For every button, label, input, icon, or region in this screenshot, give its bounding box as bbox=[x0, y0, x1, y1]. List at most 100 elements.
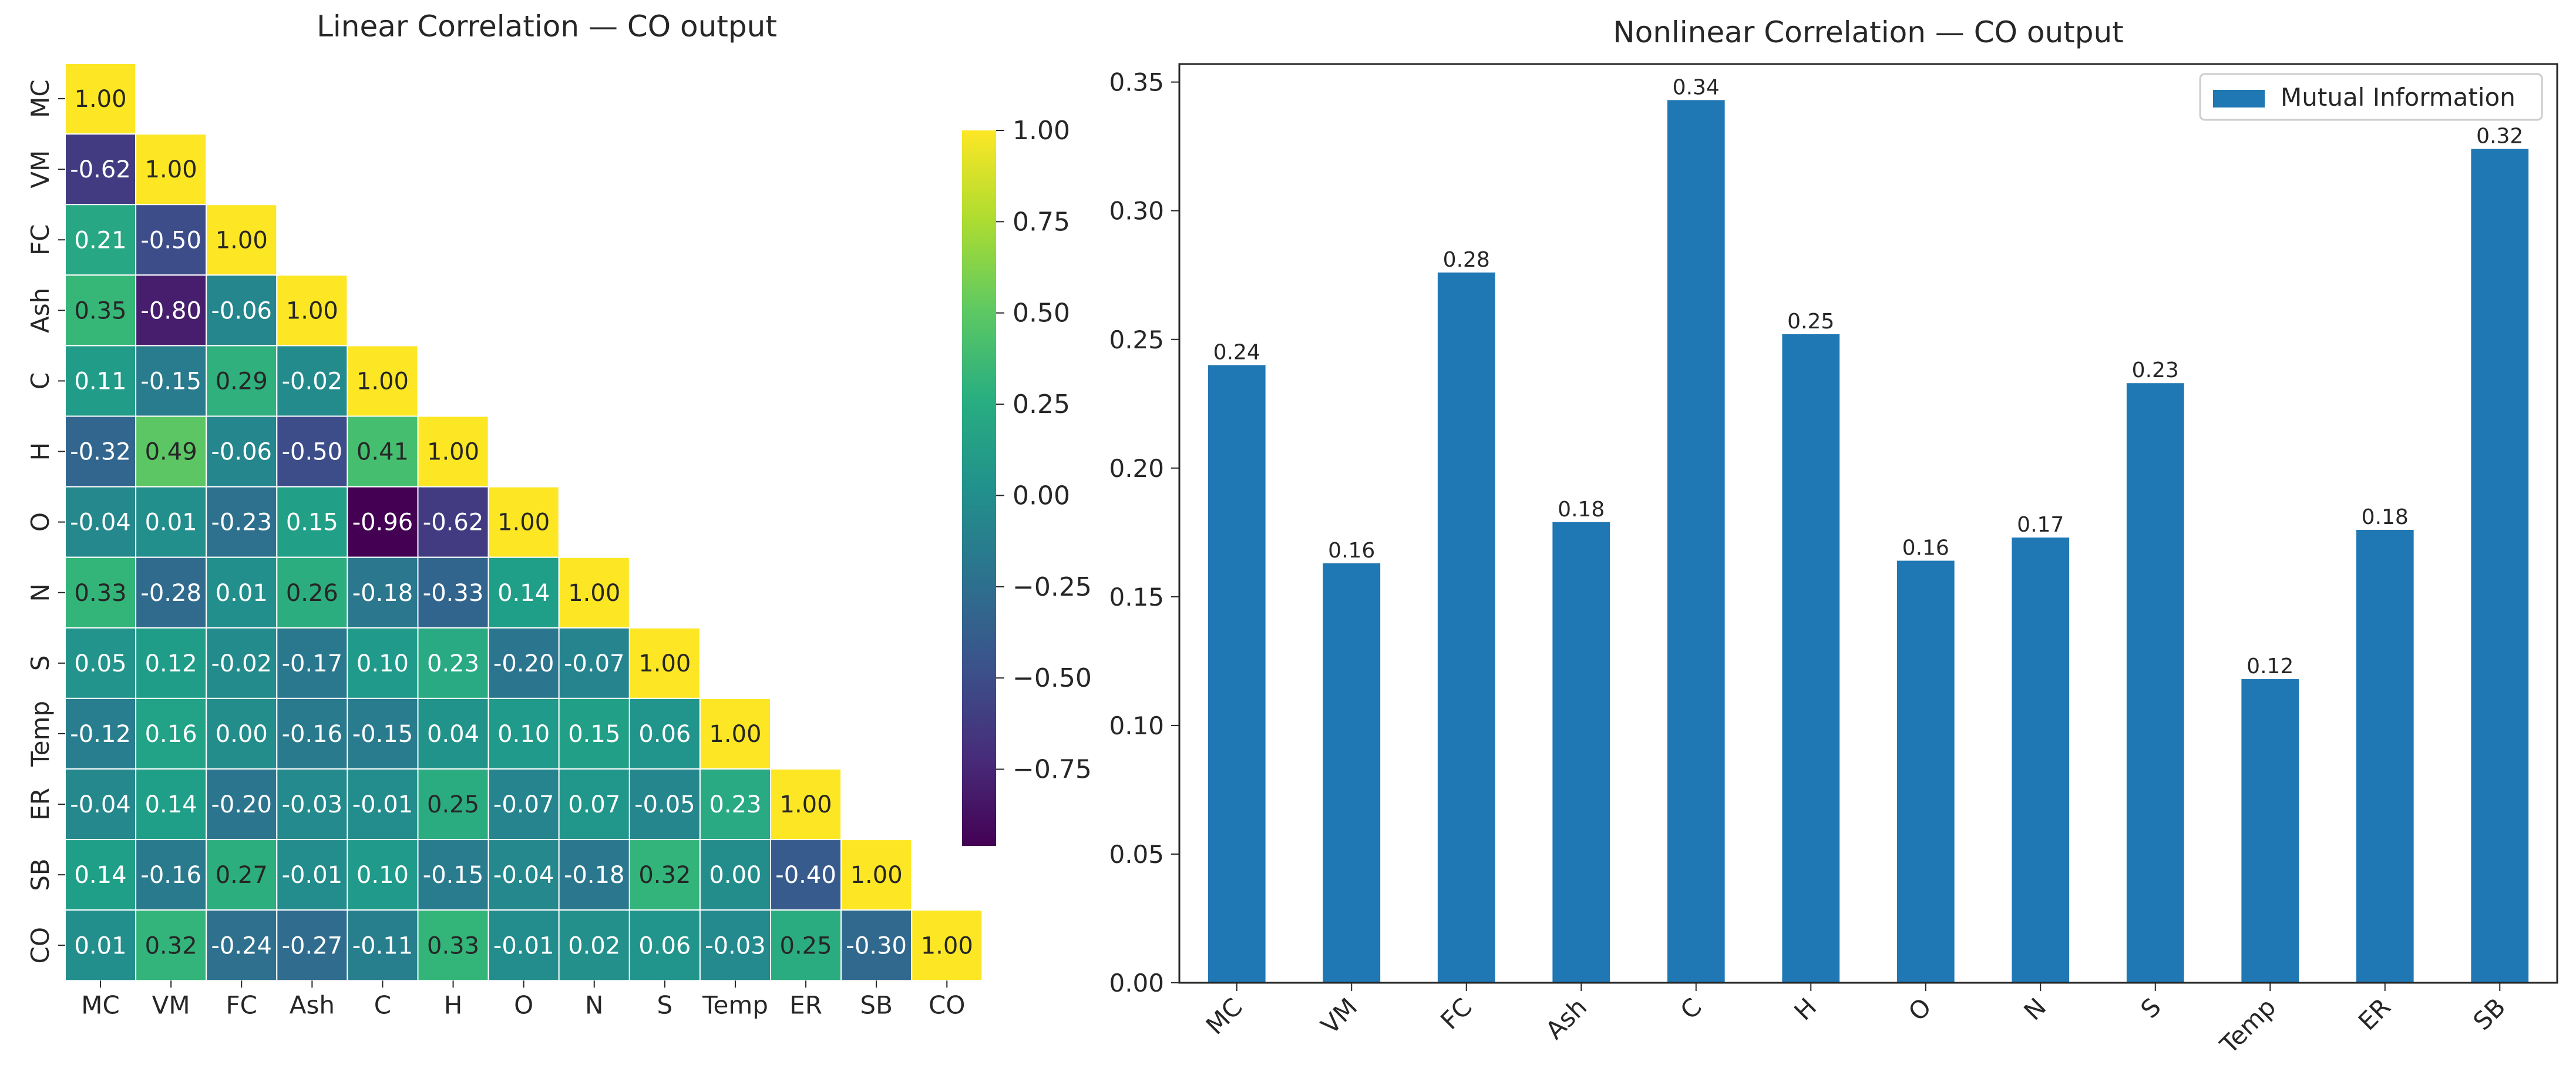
heatmap-cell bbox=[487, 486, 560, 558]
heatmap-x-tick-label: ER bbox=[789, 990, 822, 1019]
heatmap-cell bbox=[276, 839, 348, 911]
heatmap-cell bbox=[65, 697, 137, 770]
heatmap-cell bbox=[417, 627, 489, 699]
heatmap-cell-label: 0.27 bbox=[216, 862, 268, 889]
heatmap-cell-label: -0.33 bbox=[423, 580, 484, 607]
heatmap-cell-label: 0.25 bbox=[780, 932, 832, 959]
heatmap-cell-label: -0.80 bbox=[140, 297, 201, 324]
heatmap-y-tick-label: N bbox=[26, 583, 55, 602]
heatmap-cell-label: 0.26 bbox=[286, 580, 338, 607]
heatmap-cell-label: 0.14 bbox=[145, 791, 197, 818]
legend-label: Mutual Information bbox=[2281, 83, 2516, 112]
heatmap-cell bbox=[417, 486, 489, 558]
heatmap-cell-label: 0.07 bbox=[568, 791, 620, 818]
heatmap-cell bbox=[699, 839, 772, 911]
heatmap-cell bbox=[135, 133, 207, 206]
heatmap-x-tick-label: S bbox=[657, 990, 673, 1019]
heatmap-cell-label: -0.18 bbox=[352, 580, 413, 607]
heatmap-cell bbox=[276, 415, 348, 488]
bar-value-label: 0.34 bbox=[1673, 75, 1720, 99]
heatmap-y-tick-label: O bbox=[26, 512, 55, 532]
legend-swatch bbox=[2213, 90, 2265, 108]
bar-value-label: 0.24 bbox=[1213, 341, 1260, 365]
heatmap-cell bbox=[770, 768, 842, 841]
heatmap-cell bbox=[135, 415, 207, 488]
heatmap-cell bbox=[65, 627, 137, 699]
heatmap-y-tick-label: Ash bbox=[26, 288, 55, 333]
heatmap-cell bbox=[276, 909, 348, 982]
bar-x-tick-label: N bbox=[2018, 992, 2052, 1026]
heatmap-cell-label: 0.32 bbox=[638, 862, 691, 889]
bar-x-tick-label: MC bbox=[1200, 992, 1248, 1040]
heatmap-cell bbox=[558, 909, 630, 982]
heatmap-cell-label: -0.20 bbox=[211, 791, 273, 818]
heatmap-y-tick-label: MC bbox=[26, 79, 55, 118]
heatmap-cell-label: 0.04 bbox=[427, 721, 479, 748]
heatmap-cell-label: -0.30 bbox=[846, 932, 907, 959]
bar-x-tick-label: Temp bbox=[2214, 992, 2282, 1060]
heatmap-cell-label: 0.35 bbox=[75, 297, 127, 324]
heatmap-cell bbox=[276, 345, 348, 417]
heatmap-cell-label: -0.01 bbox=[493, 932, 554, 959]
bar-y-tick-label: 0.35 bbox=[1109, 68, 1164, 97]
bar-value-label: 0.23 bbox=[2132, 358, 2179, 382]
heatmap-cell bbox=[65, 486, 137, 558]
bar-value-label: 0.16 bbox=[1902, 536, 1949, 560]
heatmap-cell bbox=[65, 909, 137, 982]
heatmap-cell bbox=[628, 697, 701, 770]
heatmap-cell-label: 0.01 bbox=[75, 932, 127, 959]
colorbar-tick-label: −0.25 bbox=[1013, 572, 1092, 602]
bar-y-tick-label: 0.30 bbox=[1109, 197, 1164, 226]
heatmap-y-tick-label: S bbox=[26, 656, 55, 671]
heatmap-cell bbox=[770, 909, 842, 982]
bar-y-tick-label: 0.20 bbox=[1109, 454, 1164, 483]
legend-box bbox=[2199, 73, 2543, 121]
heatmap-cell-label: -0.12 bbox=[70, 721, 131, 748]
colorbar-tick-label: 0.25 bbox=[1013, 389, 1070, 419]
heatmap-cell-label: 1.00 bbox=[568, 580, 620, 607]
heatmap-cell-label: 1.00 bbox=[780, 791, 832, 818]
bar-x-tick-label: ER bbox=[2353, 992, 2396, 1036]
heatmap-x-tick-label: MC bbox=[81, 990, 120, 1019]
heatmap-panel: Linear Correlation — CO output 1.00 -0.62… bbox=[26, 9, 1092, 1019]
colorbar-tick-label: −0.75 bbox=[1013, 755, 1092, 785]
bar-y-tick-label: 0.15 bbox=[1109, 583, 1164, 612]
heatmap-cell bbox=[206, 909, 278, 982]
bar bbox=[2241, 679, 2299, 983]
bar-x-tick-label: H bbox=[1788, 992, 1822, 1026]
bar-x-axis: MC VM FC Ash C H O N S Temp ER SB bbox=[1200, 983, 2511, 1060]
heatmap-cell bbox=[347, 909, 419, 982]
heatmap-cell bbox=[417, 768, 489, 841]
heatmap-x-tick-label: VM bbox=[152, 990, 190, 1019]
heatmap-cell-label: 1.00 bbox=[286, 297, 338, 324]
heatmap-cell-label: 0.16 bbox=[145, 721, 197, 748]
heatmap-cell-label: -0.16 bbox=[282, 721, 343, 748]
bar bbox=[1896, 560, 1955, 983]
heatmap-cell-label: -0.02 bbox=[211, 650, 273, 677]
heatmap-cell bbox=[276, 274, 348, 347]
heatmap-cell-label: -0.03 bbox=[705, 932, 766, 959]
bar-value-label: 0.16 bbox=[1328, 539, 1375, 563]
heatmap-cell-label: -0.28 bbox=[140, 580, 201, 607]
heatmap-x-tick-label: O bbox=[514, 990, 533, 1019]
bar-value-label: 0.25 bbox=[1787, 310, 1834, 334]
legend: Mutual Information bbox=[2199, 73, 2543, 121]
heatmap-cell bbox=[558, 839, 630, 911]
heatmap-cell-label: 0.14 bbox=[497, 580, 550, 607]
bar-y-tick-label: 0.00 bbox=[1109, 969, 1164, 997]
heatmap-cell bbox=[417, 909, 489, 982]
heatmap-x-tick-label: SB bbox=[860, 990, 892, 1019]
heatmap-cell bbox=[135, 345, 207, 417]
heatmap-cell-label: 0.15 bbox=[286, 509, 338, 536]
heatmap-cell-label: 0.23 bbox=[709, 791, 761, 818]
heatmap-cell-label: -0.15 bbox=[352, 721, 413, 748]
heatmap-y-tick-label: ER bbox=[26, 788, 55, 821]
heatmap-y-tick-label: C bbox=[26, 372, 55, 389]
heatmap-cell bbox=[65, 768, 137, 841]
heatmap-cell-label: 0.10 bbox=[357, 650, 409, 677]
heatmap-y-tick-labels: MC VM FC Ash C H O N S Temp ER SB CO bbox=[26, 79, 65, 963]
heatmap-cell bbox=[276, 768, 348, 841]
heatmap-cell-label: 0.29 bbox=[216, 368, 268, 395]
heatmap-cell-label: 0.23 bbox=[427, 650, 479, 677]
